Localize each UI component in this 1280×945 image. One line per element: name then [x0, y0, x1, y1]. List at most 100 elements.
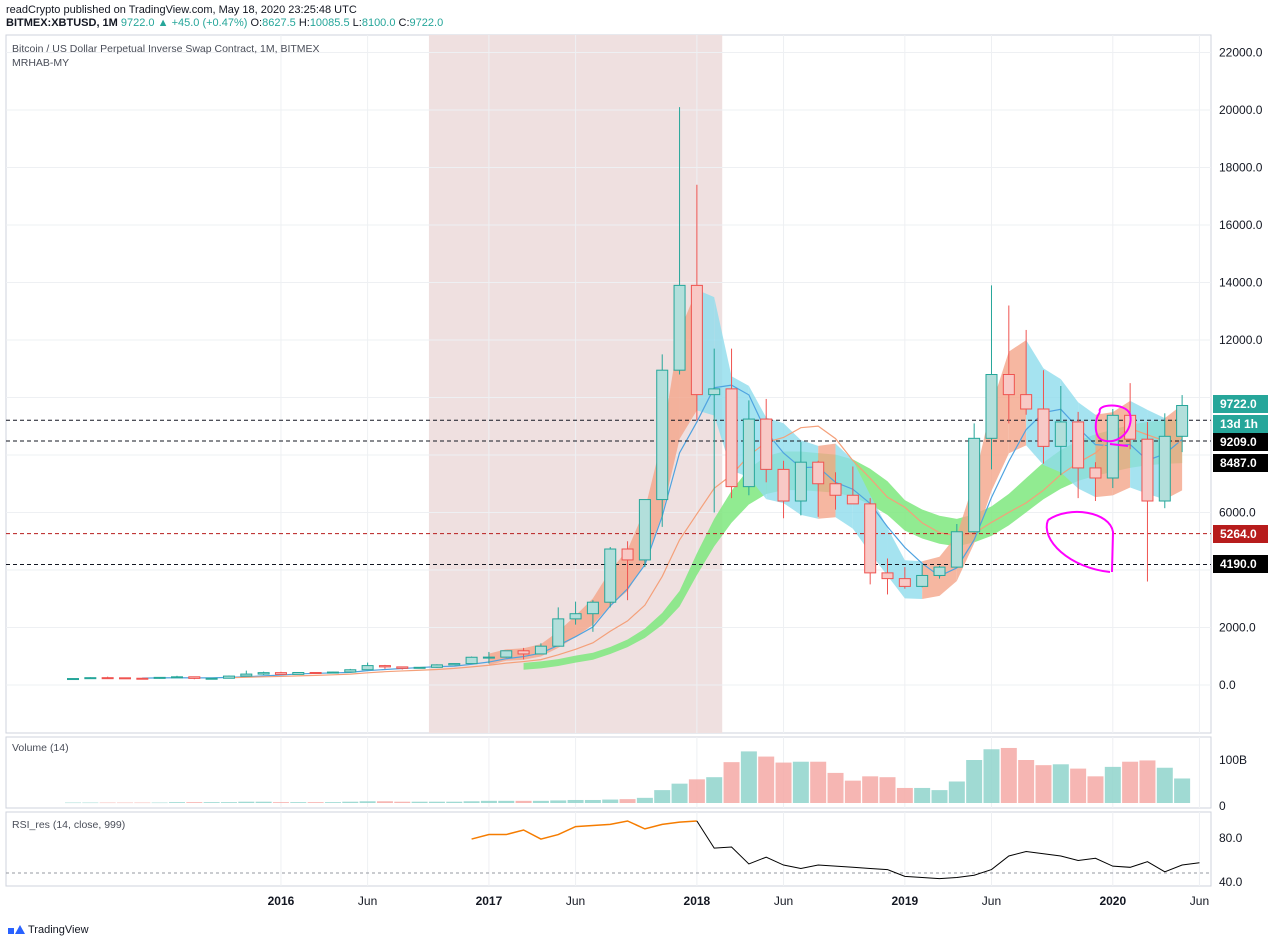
volume-bar: [255, 801, 272, 803]
volume-bar: [775, 762, 792, 803]
rsi-legend[interactable]: RSI_res (14, close, 999): [12, 819, 126, 831]
volume-bar: [584, 799, 601, 803]
candle-body: [274, 672, 287, 675]
candle-body: [465, 656, 478, 665]
volume-bar: [966, 760, 983, 803]
volume-bar: [792, 761, 809, 803]
instrument-legend[interactable]: Bitcoin / US Dollar Perpetual Inverse Sw…: [12, 43, 320, 55]
candle-body: [1176, 404, 1189, 437]
volume-bar: [688, 779, 705, 803]
candle-body: [205, 677, 218, 680]
volume-bar: [758, 756, 775, 803]
candle-body: [690, 284, 703, 396]
open-label: O:: [250, 17, 263, 29]
candle-body: [552, 618, 565, 647]
volume-bar: [1018, 760, 1035, 803]
volume-axis-tick: 100B: [1219, 753, 1247, 767]
volume-bar: [602, 799, 619, 803]
price-label-box: [1213, 525, 1268, 543]
volume-bar: [567, 799, 584, 803]
volume-bar: [168, 802, 185, 803]
fast-trend-band-segment: [887, 527, 905, 599]
candle-body: [604, 548, 617, 603]
tradingview-logo-icon: [8, 925, 25, 935]
volume-legend[interactable]: Volume (14): [12, 742, 69, 754]
volume-bar: [550, 800, 567, 803]
time-axis-label: 2018: [684, 894, 711, 908]
volume-bar: [740, 751, 757, 803]
candle-body: [1106, 414, 1119, 479]
rsi-line: [471, 820, 697, 840]
volume-bar: [428, 801, 445, 803]
candle-body: [898, 578, 911, 587]
volume-axis-tick: 0: [1219, 799, 1226, 813]
candle-body: [1037, 408, 1050, 447]
volume-bar: [151, 802, 168, 804]
volume-bar: [463, 801, 480, 803]
volume-bar: [636, 797, 653, 803]
volume-bar: [723, 762, 740, 803]
time-axis-label: 2017: [476, 894, 503, 908]
candle-body: [240, 673, 253, 677]
candle-body: [1141, 438, 1154, 502]
footer-brand[interactable]: TradingView: [28, 924, 89, 936]
low-label: L:: [352, 17, 362, 29]
candle-body: [933, 566, 946, 576]
symbol-label[interactable]: BITMEX:XBTUSD, 1M: [6, 17, 118, 29]
candle-body: [812, 461, 825, 485]
price-label-text: 4190.0: [1220, 557, 1257, 571]
low-value: 8100.0: [361, 17, 396, 29]
volume-bar: [290, 802, 307, 803]
volume-bar: [342, 801, 359, 803]
volume-bar: [671, 783, 688, 803]
time-axis-label: 2019: [891, 894, 918, 908]
fast-trend-band-segment: [904, 560, 923, 600]
candle-body: [101, 677, 114, 680]
price-axis-tick: 0.0: [1219, 678, 1236, 692]
time-axis-label: 2016: [268, 894, 295, 908]
candle-body: [985, 374, 998, 439]
candle-body: [482, 656, 495, 659]
ma-slow-line: [228, 425, 1183, 679]
price-axis-tick: 22000.0: [1219, 46, 1263, 60]
candle-body: [1089, 467, 1102, 479]
candle-body: [708, 388, 721, 396]
volume-bar: [272, 802, 289, 803]
candle-body: [829, 483, 842, 496]
volume-bar: [376, 801, 393, 803]
candle-body: [361, 665, 374, 671]
price-axis-tick: 2000.0: [1219, 621, 1256, 635]
indicator-legend[interactable]: MRHAB-MY: [12, 57, 70, 69]
close-value: 9722.0: [409, 17, 444, 29]
open-value: 8627.5: [262, 17, 296, 29]
candle-body: [916, 574, 929, 587]
volume-bar: [948, 781, 965, 803]
candle-body: [1158, 435, 1171, 502]
footer: TradingView: [8, 924, 89, 936]
time-axis-label: Jun: [982, 894, 1001, 908]
candle-body: [621, 548, 634, 561]
high-value: 10085.5: [309, 17, 350, 29]
volume-bar: [359, 801, 376, 803]
time-axis-label: Jun: [1190, 894, 1209, 908]
volume-bar: [1104, 766, 1121, 803]
candle-body: [222, 675, 235, 679]
published-line: readCrypto published on TradingView.com,…: [6, 4, 357, 16]
rsi-line: [696, 820, 1200, 880]
candle-body: [569, 613, 582, 620]
candle-body: [586, 601, 599, 615]
candle-body: [153, 676, 166, 679]
volume-bar: [394, 801, 411, 803]
price-label-text: 13d 1h: [1220, 417, 1258, 431]
volume-bar: [411, 801, 428, 803]
candle-body: [725, 388, 738, 488]
candle-body: [84, 677, 97, 680]
candle-body: [760, 418, 773, 470]
volume-pane-frame: [5, 736, 1212, 809]
volume-bar: [1174, 778, 1191, 803]
volume-bar: [532, 800, 549, 803]
volume-bar: [82, 802, 99, 804]
time-axis-label: 2020: [1099, 894, 1126, 908]
volume-bar: [324, 802, 341, 803]
